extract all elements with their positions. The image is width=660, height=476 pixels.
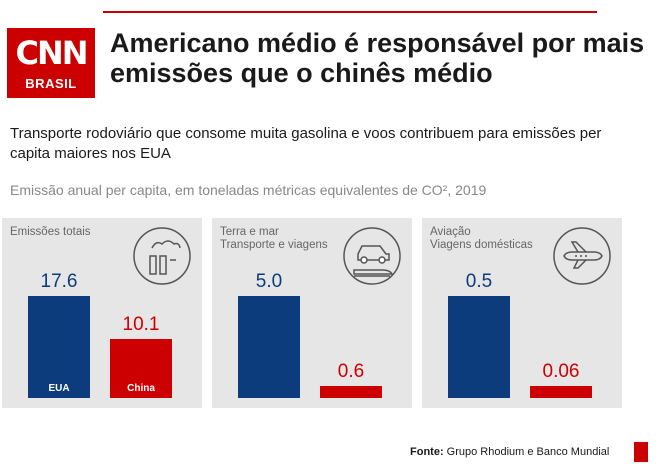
value-label-eua: 17.6 (40, 271, 78, 292)
panel-title: Terra e mar (220, 226, 279, 238)
source-text: Grupo Rhodium e Banco Mundial (446, 446, 610, 458)
bar-eua (238, 296, 300, 398)
value-label-china: 0.6 (337, 361, 365, 382)
source-accent-mark (634, 442, 648, 462)
cnn-brasil-logo: CNN BRASIL (7, 28, 95, 98)
source-note: Fonte: Grupo Rhodium e Banco Mundial (410, 446, 609, 458)
panel-subtitle: Viagens domésticas (430, 239, 533, 251)
bar-china (110, 339, 172, 398)
panel-subtitle: Transporte e viagens (220, 239, 328, 251)
value-label-china: 0.06 (542, 361, 580, 382)
chart-title: Americano médio é responsável por mais e… (110, 28, 645, 88)
source-label: Fonte: (410, 446, 444, 458)
panel-terra-e-mar: Terra e mar Transporte e viagens 5.0 0.6 (212, 218, 412, 408)
bar-china (320, 386, 382, 398)
panel-title: Aviação (430, 226, 471, 238)
car-train-icon (343, 227, 401, 285)
bar-eua (448, 296, 510, 398)
value-label-eua: 0.5 (465, 271, 493, 292)
bar-label-eua: EUA (48, 383, 70, 394)
panel-title: Emissões totais (10, 226, 91, 238)
bar-china (530, 386, 592, 398)
chart-subtitle: Transporte rodoviário que consome muita … (10, 125, 602, 162)
panel-aviacao: Aviação Viagens domésticas 0.5 0.06 (422, 218, 622, 408)
top-accent-line (103, 11, 597, 13)
units-caption: Emissão anual per capita, em toneladas m… (10, 182, 487, 198)
bar-label-china: China (127, 383, 155, 394)
logo-subtext: BRASIL (25, 76, 77, 91)
logo-text: CNN (15, 34, 88, 72)
value-label-eua: 5.0 (255, 271, 283, 292)
panel-emissoes-totais: Emissões totais 17.6 EUA 10.1 China (2, 218, 202, 408)
factory-icon (133, 227, 191, 285)
airplane-icon (553, 227, 611, 285)
value-label-china: 10.1 (122, 314, 160, 335)
bar-eua (28, 296, 90, 398)
